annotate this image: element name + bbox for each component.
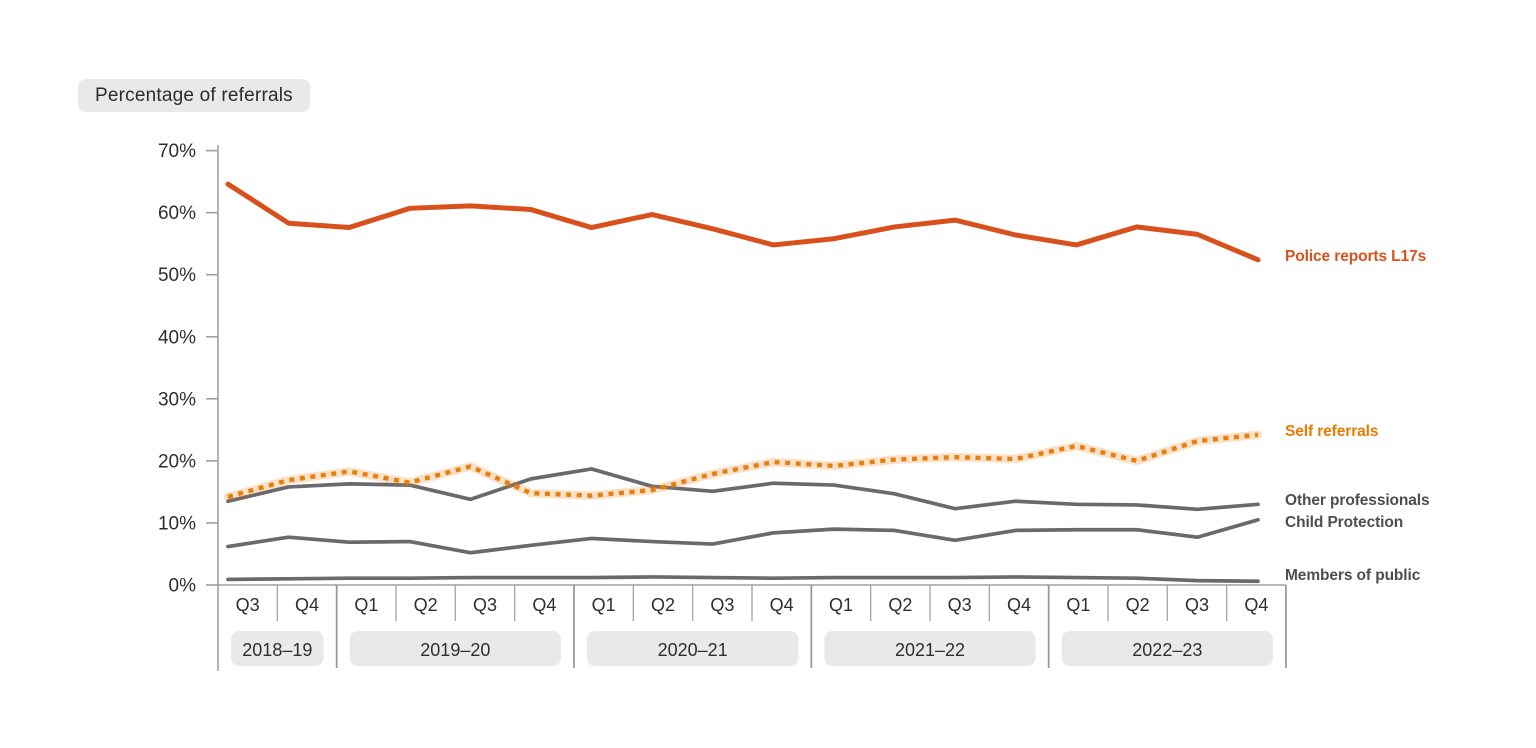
year-label-box — [824, 631, 1036, 666]
y-axis-tick-label: 30% — [158, 389, 196, 410]
year-label-box — [349, 631, 561, 666]
series-line-child-protection — [226, 517, 1260, 555]
y-axis-tick-label: 40% — [158, 327, 196, 348]
series-label-police-reports: Police reports L17s — [1285, 248, 1427, 265]
quarter-label: Q4 — [1244, 595, 1268, 615]
year-label-box — [231, 631, 324, 666]
y-axis-tick-label: 70% — [158, 141, 196, 162]
quarter-label: Q2 — [888, 595, 912, 615]
quarter-label: Q2 — [1126, 595, 1150, 615]
quarter-label: Q4 — [295, 595, 319, 615]
year-label-box — [587, 631, 799, 666]
year-label: 2021–22 — [895, 640, 965, 660]
series-line-police-reports-l17s — [225, 181, 1261, 263]
quarter-label: Q1 — [1066, 595, 1090, 615]
y-axis-tick-label: 0% — [169, 576, 197, 597]
quarter-label: Q1 — [354, 595, 378, 615]
quarter-label: Q3 — [948, 595, 972, 615]
series-label-members-of-public: Members of public — [1285, 567, 1421, 584]
quarter-label: Q3 — [236, 595, 260, 615]
quarter-label: Q1 — [592, 595, 616, 615]
quarter-label: Q4 — [1007, 595, 1031, 615]
quarter-label: Q3 — [710, 595, 734, 615]
series-line-other-professionals — [226, 467, 1260, 512]
y-axis-tick-label: 10% — [158, 513, 196, 534]
series-line-members-of-public — [226, 575, 1260, 584]
chart-title: Percentage of referrals — [78, 79, 310, 112]
year-label: 2019–20 — [420, 640, 490, 660]
quarter-label: Q4 — [770, 595, 794, 615]
series-line-halo-self-referrals — [223, 430, 1263, 502]
quarter-label: Q1 — [829, 595, 853, 615]
series-label-self-referrals: Self referrals — [1285, 423, 1379, 440]
year-label: 2018–19 — [242, 640, 312, 660]
quarter-label: Q4 — [532, 595, 556, 615]
y-axis-tick-label: 60% — [158, 203, 196, 224]
year-label-box — [1061, 631, 1273, 666]
year-label: 2022–23 — [1132, 640, 1202, 660]
y-axis-tick-label: 50% — [158, 265, 196, 286]
quarter-label: Q2 — [414, 595, 438, 615]
quarter-label: Q3 — [473, 595, 497, 615]
y-axis-tick-label: 20% — [158, 451, 196, 472]
series-label-other-professionals: Other professionals — [1285, 492, 1430, 509]
quarter-label: Q3 — [1185, 595, 1209, 615]
year-label: 2020–21 — [658, 640, 728, 660]
quarter-label: Q2 — [651, 595, 675, 615]
series-label-child-protection: Child Protection — [1285, 514, 1404, 531]
